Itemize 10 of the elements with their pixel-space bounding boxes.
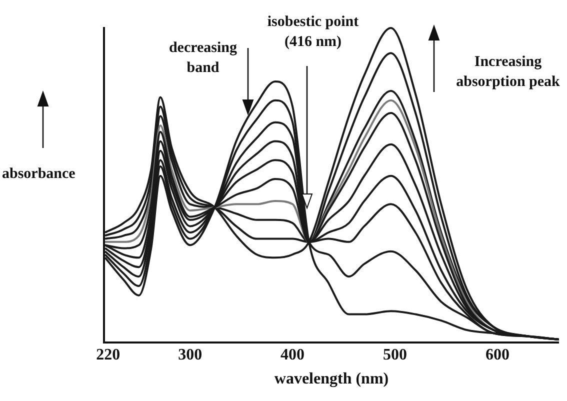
x-tick-label: 500 xyxy=(383,346,408,364)
x-tick-label: 220 xyxy=(96,346,120,364)
annotation: Increasing absorption peak xyxy=(455,53,561,92)
annotation: isobestic point (416 nm) xyxy=(266,13,360,52)
x-tick-label: 300 xyxy=(178,346,202,364)
annotation: decreasing band xyxy=(168,39,238,78)
x-axis-title: wavelength (nm) xyxy=(274,370,389,388)
x-tick-label: 600 xyxy=(486,346,510,364)
x-tick-label: 400 xyxy=(280,346,305,364)
y-axis-title: absorbance xyxy=(2,166,76,183)
